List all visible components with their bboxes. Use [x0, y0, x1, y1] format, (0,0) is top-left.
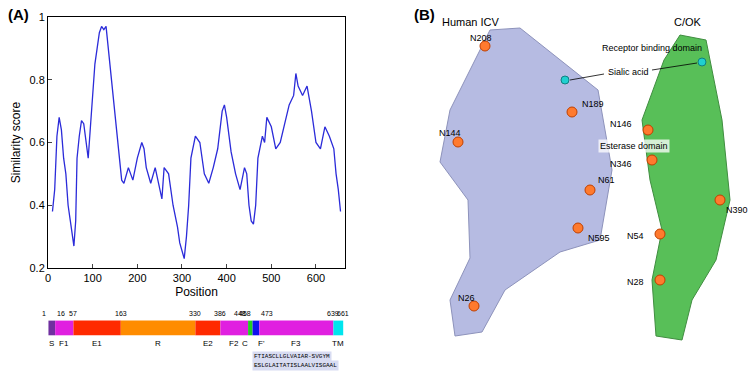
svg-text:0: 0: [45, 272, 51, 284]
svg-text:F3: F3: [291, 339, 301, 348]
svg-text:16: 16: [57, 310, 65, 317]
svg-text:C/OK: C/OK: [674, 16, 702, 28]
svg-text:C: C: [242, 339, 248, 348]
svg-text:E1: E1: [92, 339, 102, 348]
svg-text:330: 330: [189, 310, 201, 317]
svg-text:500: 500: [262, 272, 280, 284]
svg-text:0.4: 0.4: [30, 199, 45, 211]
svg-text:Receptor binding domain: Receptor binding domain: [602, 43, 702, 53]
svg-text:N390: N390: [726, 205, 748, 215]
svg-text:458: 458: [239, 310, 251, 317]
svg-text:Sialic acid: Sialic acid: [608, 67, 649, 77]
svg-text:F1: F1: [59, 339, 69, 348]
svg-text:F2: F2: [229, 339, 239, 348]
svg-text:N28: N28: [627, 277, 644, 287]
svg-text:N595: N595: [588, 233, 610, 243]
svg-text:N208: N208: [470, 33, 492, 43]
svg-text:386: 386: [214, 310, 226, 317]
svg-text:57: 57: [69, 310, 77, 317]
svg-text:(B): (B): [414, 6, 435, 23]
svg-text:0.6: 0.6: [30, 136, 45, 148]
svg-text:400: 400: [217, 272, 235, 284]
svg-text:100: 100: [83, 272, 101, 284]
svg-text:200: 200: [128, 272, 146, 284]
svg-text:FTIASCLLGLVAIAR-SVGYM: FTIASCLLGLVAIAR-SVGYM: [254, 353, 330, 360]
svg-text:1: 1: [39, 11, 45, 23]
svg-text:163: 163: [115, 310, 127, 317]
svg-text:Esterase domain: Esterase domain: [600, 141, 668, 151]
svg-text:TM: TM: [332, 339, 344, 348]
svg-text:Human ICV: Human ICV: [442, 16, 500, 28]
svg-text:661: 661: [337, 310, 349, 317]
svg-text:N61: N61: [598, 175, 615, 185]
svg-text:600: 600: [307, 272, 325, 284]
svg-text:1: 1: [42, 310, 46, 317]
svg-text:N346: N346: [610, 159, 632, 169]
svg-text:0.8: 0.8: [30, 74, 45, 86]
svg-text:N26: N26: [458, 293, 475, 303]
svg-text:E2: E2: [203, 339, 213, 348]
svg-text:Position: Position: [175, 285, 218, 299]
svg-text:R: R: [155, 339, 161, 348]
svg-text:N189: N189: [582, 99, 604, 109]
svg-text:639: 639: [327, 310, 339, 317]
svg-text:Similarity score: Similarity score: [9, 102, 23, 184]
svg-text:0.2: 0.2: [30, 262, 45, 274]
svg-text:N146: N146: [610, 119, 632, 129]
svg-text:473: 473: [261, 310, 273, 317]
svg-text:(A): (A): [8, 6, 29, 23]
svg-text:S: S: [49, 339, 54, 348]
svg-text:F': F': [258, 339, 265, 348]
svg-text:ESLGLAITATISLAALVISGAAL: ESLGLAITATISLAALVISGAAL: [254, 362, 337, 369]
svg-text:N144: N144: [439, 128, 461, 138]
svg-text:300: 300: [173, 272, 191, 284]
svg-text:N54: N54: [627, 231, 644, 241]
svg-text:448: 448: [234, 310, 246, 317]
